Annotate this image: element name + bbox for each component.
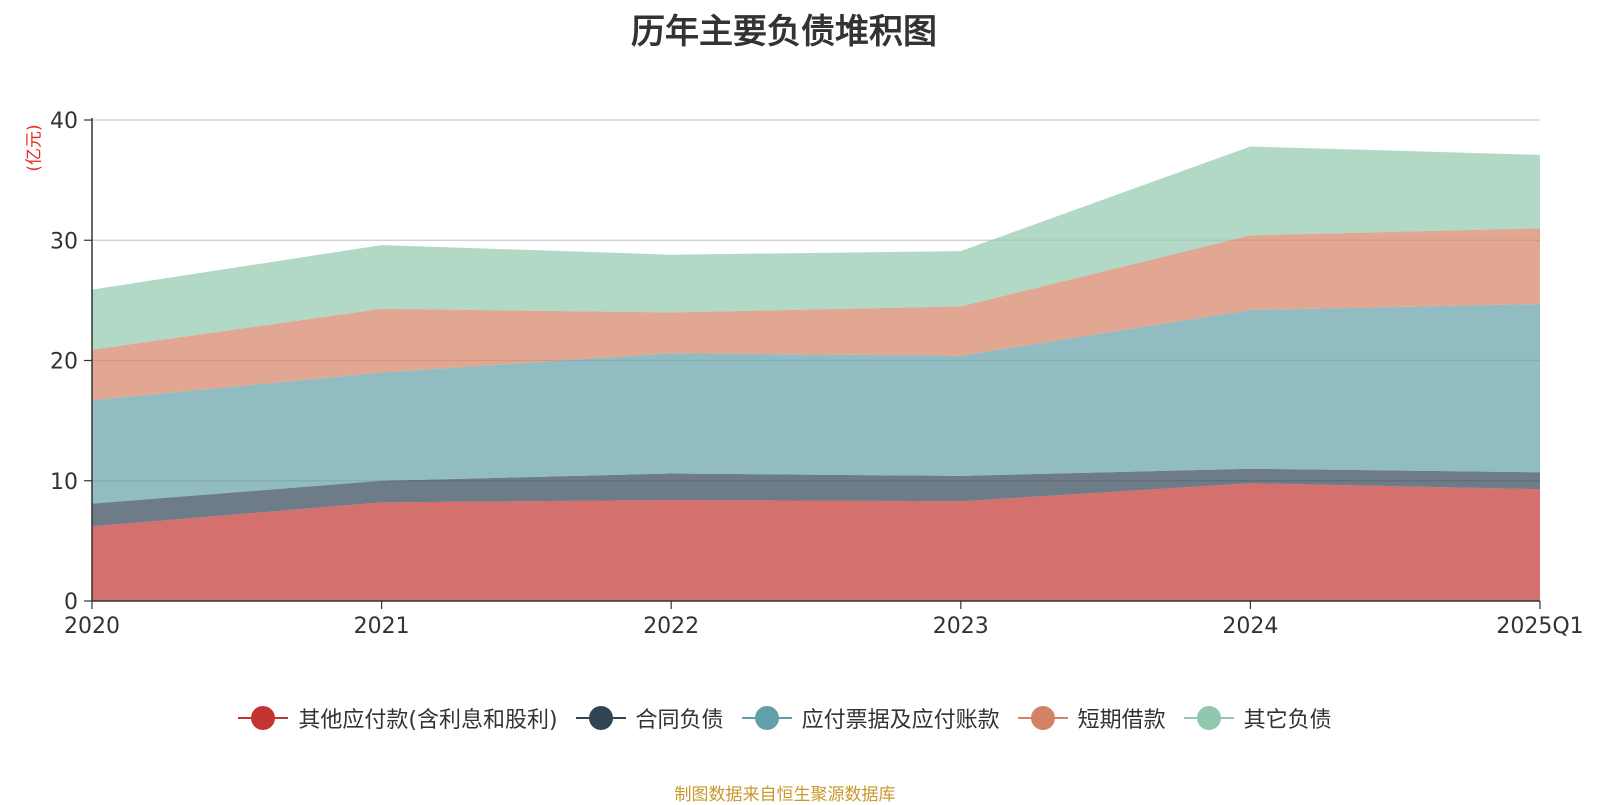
legend-item-1[interactable]: 其他应付款(含利息和股利) bbox=[238, 702, 558, 734]
legend-marker-icon bbox=[1183, 706, 1234, 730]
chart-legend: 其他应付款(含利息和股利) 合同负债 应付票据及应付账款 短期借款 其它负债 bbox=[0, 702, 1570, 734]
legend-marker-icon bbox=[238, 706, 289, 730]
x-tick-label: 2025Q1 bbox=[1496, 614, 1583, 639]
legend-marker-icon bbox=[741, 706, 792, 730]
x-tick-label: 2022 bbox=[643, 614, 699, 639]
legend-item-5[interactable]: 其它负债 bbox=[1183, 702, 1332, 734]
area-series bbox=[92, 146, 1540, 601]
y-tick-label: 40 bbox=[50, 109, 78, 134]
area-series-1[interactable] bbox=[92, 483, 1540, 601]
legend-marker-icon bbox=[575, 706, 626, 730]
legend-label: 合同负债 bbox=[635, 708, 724, 733]
legend-item-3[interactable]: 应付票据及应付账款 bbox=[741, 702, 1000, 734]
chart-title: 历年主要负债堆积图 bbox=[631, 12, 937, 52]
axes: 0 10 20 30 40 2020 2021 2022 2023 2024 2025Q1 bbox=[50, 109, 1584, 639]
legend-label: 其它负债 bbox=[1243, 708, 1332, 733]
stacked-area-chart: 0 10 20 30 40 2020 2021 2022 2023 2024 2025Q1 bbox=[50, 109, 1584, 639]
y-tick-label: 20 bbox=[50, 350, 78, 375]
legend-label: 短期借款 bbox=[1077, 708, 1166, 733]
legend-item-4[interactable]: 短期借款 bbox=[1017, 702, 1166, 734]
x-tick-label: 2023 bbox=[933, 614, 989, 639]
x-tick-label: 2020 bbox=[64, 614, 120, 639]
legend-item-2[interactable]: 合同负债 bbox=[575, 702, 724, 734]
legend-label: 其他应付款(含利息和股利) bbox=[298, 708, 558, 733]
area-series-4[interactable] bbox=[92, 228, 1540, 401]
legend-marker-icon bbox=[1017, 706, 1068, 730]
x-tick-label: 2021 bbox=[354, 614, 410, 639]
y-tick-label: 30 bbox=[50, 229, 78, 254]
legend-label: 应付票据及应付账款 bbox=[801, 708, 1000, 733]
data-source-footer: 制图数据来自恒生聚源数据库 bbox=[674, 785, 896, 805]
area-series-2[interactable] bbox=[92, 468, 1540, 527]
area-series-3[interactable] bbox=[92, 304, 1540, 504]
x-tick-label: 2024 bbox=[1222, 614, 1278, 639]
y-tick-label: 10 bbox=[50, 470, 78, 495]
area-series-5[interactable] bbox=[92, 146, 1540, 350]
y-tick-label: 0 bbox=[64, 590, 78, 615]
